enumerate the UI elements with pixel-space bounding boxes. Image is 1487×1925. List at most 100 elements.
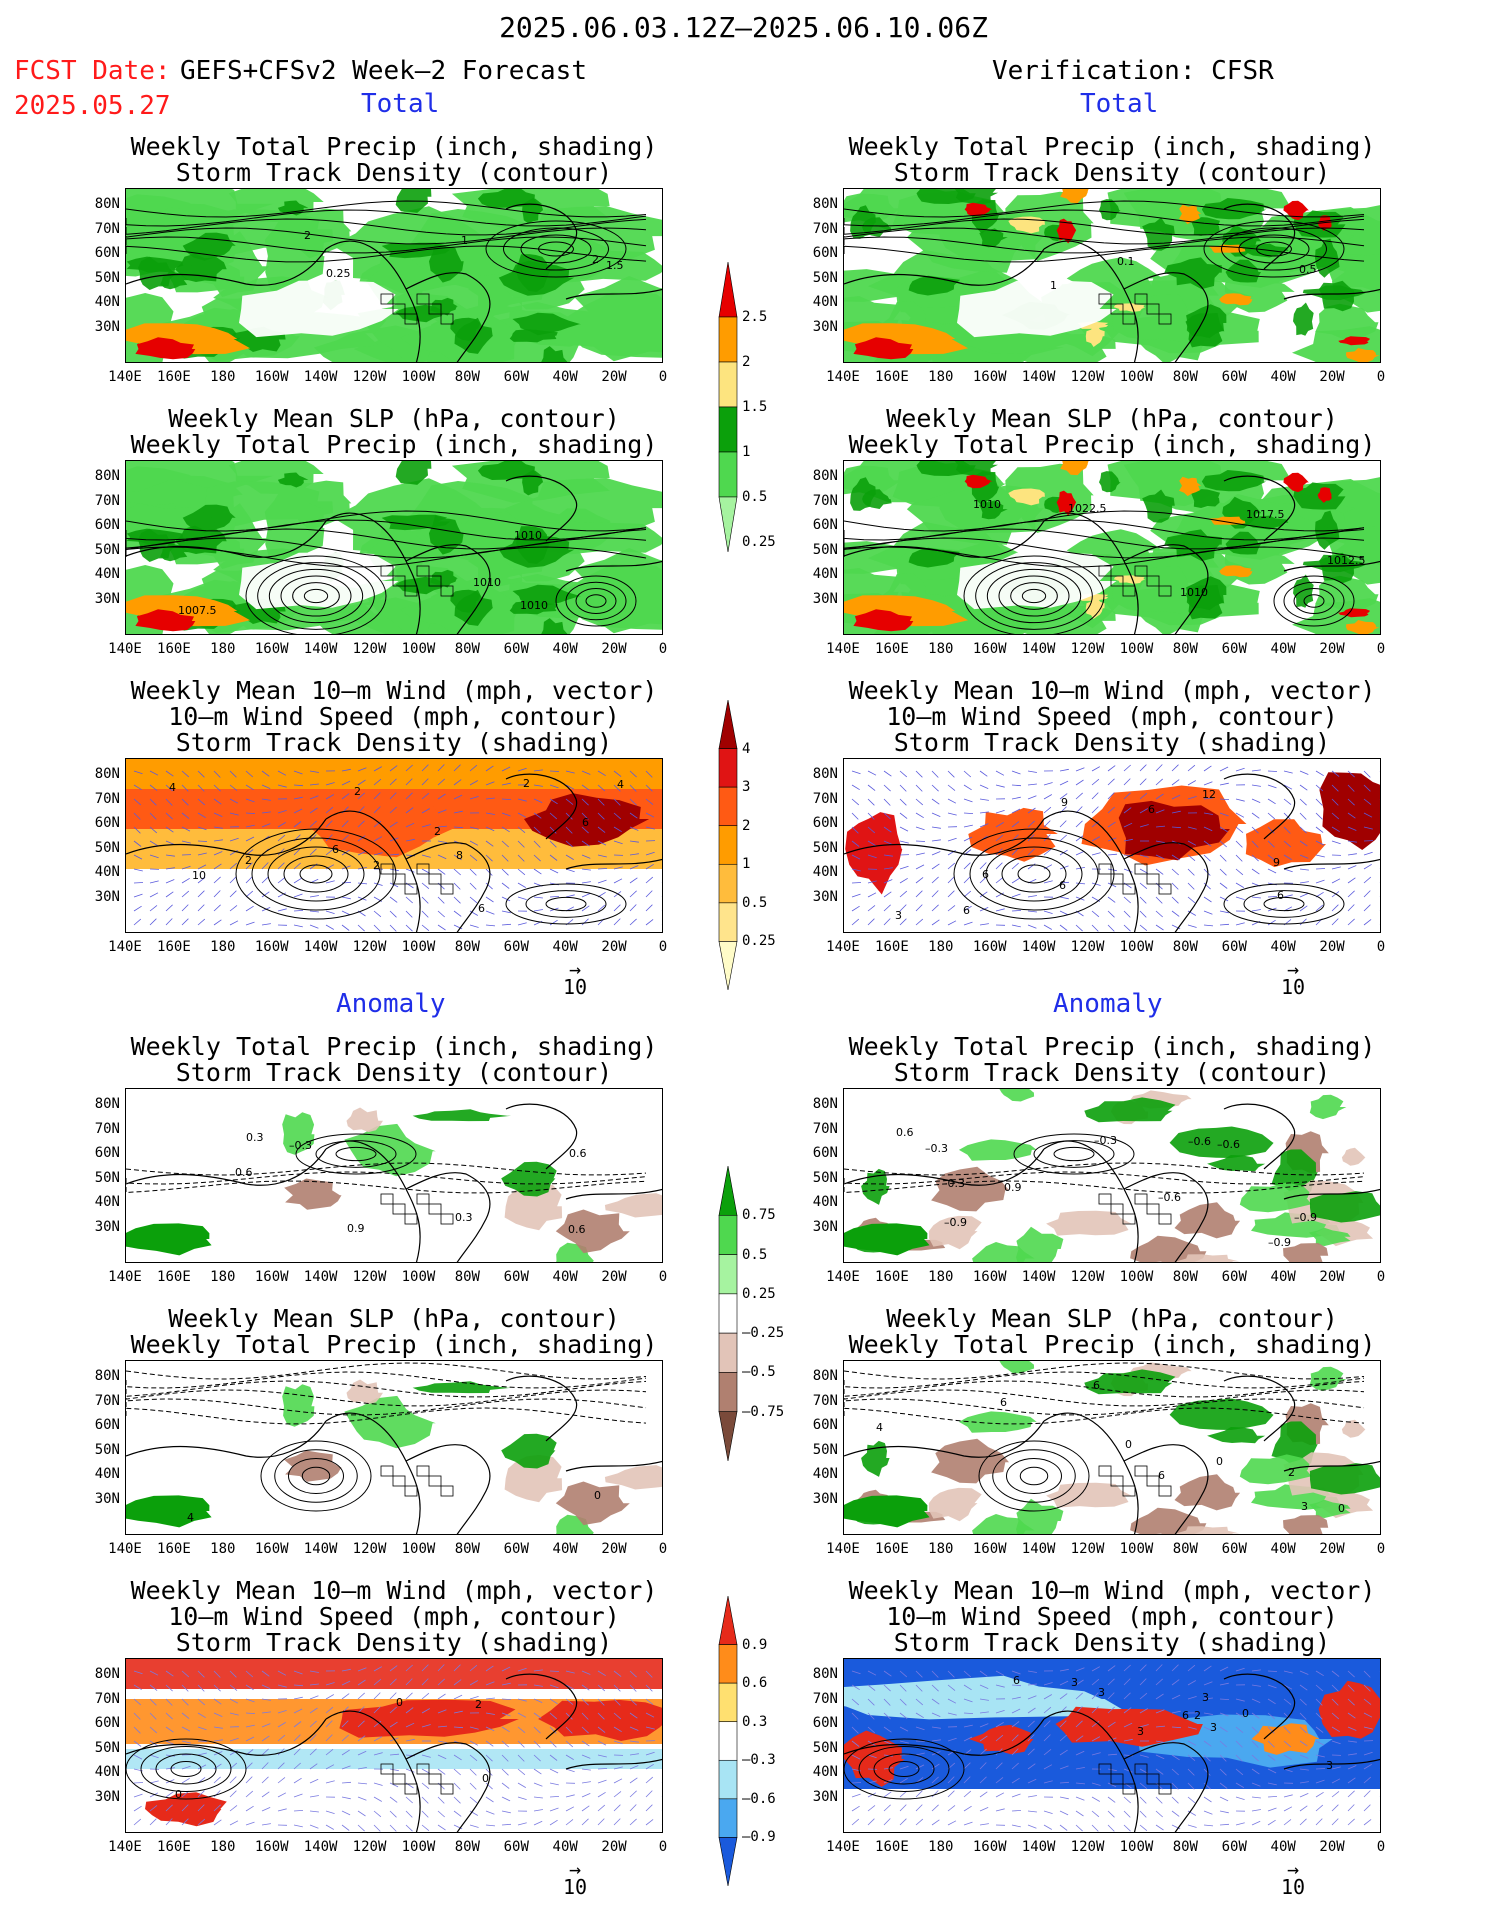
wind-vector [1139,1708,1148,1714]
wind-vector [181,1684,189,1692]
wind-vector [661,1685,662,1686]
wind-vector [245,1762,253,1770]
wind-vector [883,1684,891,1692]
map-panel: 1010 1010 1007.5 1010 [125,460,663,635]
wind-vector [341,1680,351,1686]
colorbar-segment [718,1721,738,1761]
coastline [325,240,421,362]
wind-vector [549,1698,558,1705]
wind-vector [1363,890,1371,898]
anomaly-shade [1016,1498,1064,1534]
wind-vector [1043,1780,1053,1784]
wind-vector [277,822,286,828]
wind-vector [277,770,287,776]
contour-label: 6 [1059,879,1066,892]
precip-shade [1208,516,1246,525]
wind-vector [995,1808,1005,1812]
wind-vector [1075,1679,1084,1686]
panel-title-line: Storm Track Density (shading) [175,1628,613,1657]
wind-vector [1187,924,1197,928]
wind-vector [213,1763,222,1770]
wind-vector [1011,1696,1021,1700]
wind-vector [867,1805,876,1812]
storm-anomaly-shade [844,1675,1123,1720]
lat-tick-label: 80N [94,1096,120,1112]
storm-shade [1245,819,1326,868]
precip-shade [1060,189,1089,204]
contour-label: 0.9 [347,1222,365,1235]
wind-vector [389,1810,397,1818]
lon-tick-label: 140E [826,939,860,955]
precip-shade [454,589,494,626]
wind-vector [341,896,351,900]
wind-vector [661,1740,662,1741]
wind-vector [293,924,303,928]
wind-vector [389,1824,397,1832]
wind-vector [453,1796,461,1804]
lon-tick-label: 100W [401,1541,436,1557]
wind-vector [931,1726,941,1729]
coastline [1123,842,1209,932]
wind-vector [1379,882,1380,883]
wind-vector [245,862,253,870]
lon-tick-label: 140W [303,1839,338,1855]
wind-vector [1331,1698,1339,1706]
wind-vector [293,1670,303,1675]
wind-vector [485,1740,494,1747]
wind-vector [1251,840,1259,848]
wind-vector [517,1740,525,1748]
contour-label: –0.6 [1158,1191,1181,1204]
contour-line [844,1180,1365,1194]
wind-vector [421,1708,430,1714]
anomaly-shade [282,1112,315,1155]
wind-vector [437,825,448,828]
wind-vector [1331,1778,1341,1784]
wind-vector [357,1720,365,1728]
contour-line [844,218,1365,236]
wind-vector [533,1754,541,1762]
wind-vector [501,826,510,833]
wind-vector [357,850,367,856]
wind-vector [149,770,159,776]
wind-vector [1331,904,1339,912]
wind-vector [915,864,925,870]
wind-vector [979,811,989,814]
coastline [1283,1758,1380,1770]
anomaly-shade [1283,1243,1329,1262]
contour-line [268,568,364,624]
coastline [565,858,662,870]
wind-vector [533,1712,542,1719]
wind-vector [309,848,317,856]
wind-vector [1235,1726,1244,1734]
wind-vector [1299,1781,1309,1784]
lat-tick-label: 30N [94,318,120,335]
contour-line [985,846,1083,902]
wind-vector [229,876,237,884]
wind-vector [437,840,447,843]
wind-vector [979,891,988,898]
wind-vector [245,1670,254,1678]
state-border [392,873,406,885]
storm-shade [524,793,650,847]
wind-vector [995,848,1003,856]
wind-vector [1235,1698,1245,1702]
wind-vector [293,862,301,870]
wind-vector [485,896,494,903]
wind-vector [453,1726,464,1729]
wind-vector [485,1681,495,1686]
wind-vector [1299,770,1309,775]
colorbar-segment [718,1293,738,1334]
wind-vector [629,798,637,806]
wind-vector [1011,821,1020,828]
precip-shade [1283,472,1309,493]
coastline [844,818,1045,856]
wind-vector [501,1740,509,1748]
wind-vector [629,784,637,792]
contour-line [126,519,647,541]
wind-vector [1027,1763,1036,1770]
wind-vector [1219,882,1228,889]
lon-tick-label: 160W [972,369,1007,385]
wind-vector [1267,868,1277,874]
